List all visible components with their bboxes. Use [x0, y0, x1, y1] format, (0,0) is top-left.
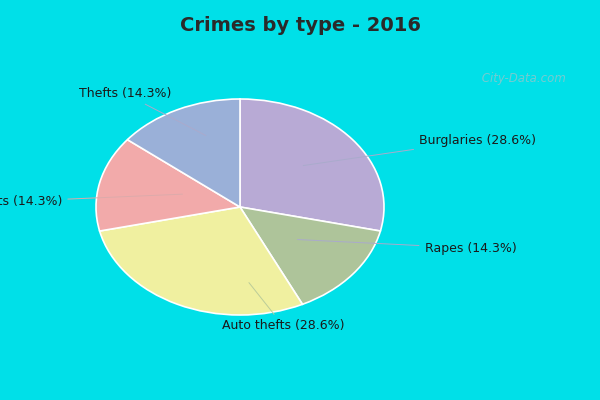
- Text: City-Data.com: City-Data.com: [478, 72, 566, 85]
- Text: Rapes (14.3%): Rapes (14.3%): [298, 240, 516, 254]
- Text: Assaults (14.3%): Assaults (14.3%): [0, 194, 182, 208]
- Wedge shape: [127, 99, 240, 207]
- Text: Burglaries (28.6%): Burglaries (28.6%): [303, 134, 536, 166]
- Wedge shape: [240, 99, 384, 231]
- Text: Thefts (14.3%): Thefts (14.3%): [79, 87, 206, 136]
- Text: Crimes by type - 2016: Crimes by type - 2016: [179, 16, 421, 35]
- Wedge shape: [96, 140, 240, 231]
- Wedge shape: [240, 207, 380, 304]
- Text: Auto thefts (28.6%): Auto thefts (28.6%): [222, 283, 344, 332]
- Wedge shape: [100, 207, 302, 315]
